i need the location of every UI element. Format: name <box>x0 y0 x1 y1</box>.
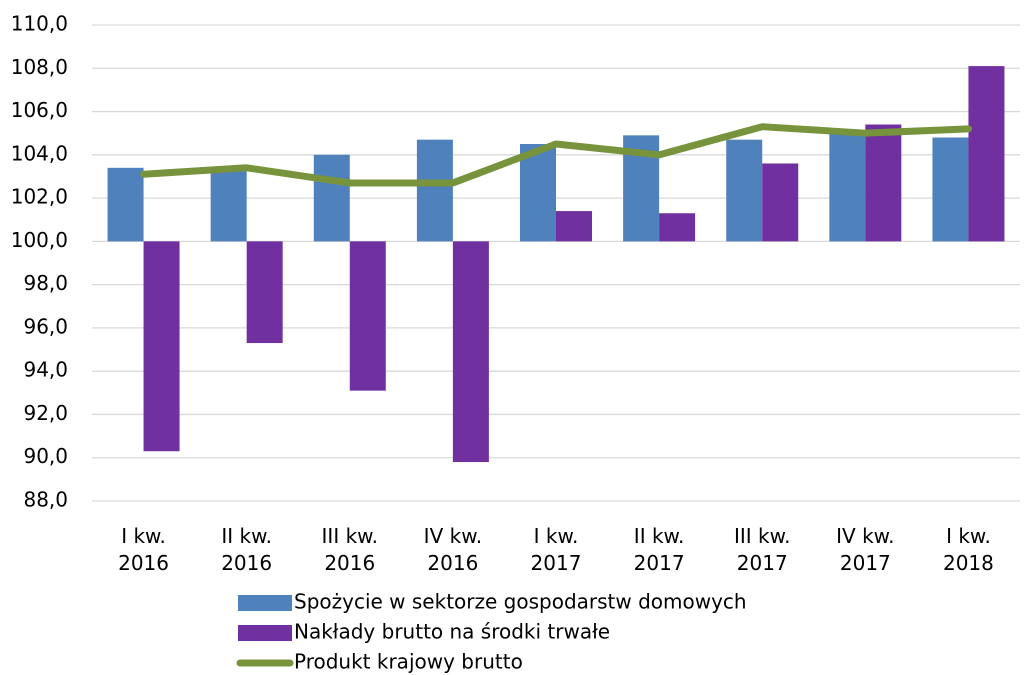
x-tick-label-line: IV kw. <box>836 524 894 548</box>
x-tick-label: III kw. 2016 <box>322 524 379 575</box>
bar <box>313 154 350 242</box>
x-tick-label-line: 2016 <box>221 551 272 575</box>
x-tick-label-line: 2017 <box>634 551 685 575</box>
x-tick-label-line: II kw. <box>634 524 685 548</box>
y-tick-label: 102,0 <box>11 185 68 209</box>
x-tick-label: I kw. 2016 <box>118 524 169 575</box>
bar <box>349 241 386 391</box>
y-tick-label: 110,0 <box>11 12 68 36</box>
y-tick-label: 98,0 <box>23 271 68 295</box>
legend-swatch <box>238 625 292 641</box>
legend-label: Produkt krajowy brutto <box>294 650 523 674</box>
x-tick-label-line: I kw. <box>534 524 579 548</box>
bar <box>829 133 866 242</box>
x-tick-label-line: 2017 <box>840 551 891 575</box>
x-tick-label-line: II kw. <box>221 524 272 548</box>
bar <box>556 211 592 242</box>
legend-label: Nakłady brutto na środki trwałe <box>294 620 610 644</box>
y-tick-label: 90,0 <box>23 444 68 468</box>
bar <box>143 241 180 452</box>
x-tick-label: I kw. 2018 <box>943 524 994 575</box>
x-tick-label-line: III kw. <box>322 524 379 548</box>
bar <box>246 241 283 344</box>
bar <box>452 241 489 463</box>
bar <box>416 139 453 242</box>
bar <box>968 66 1005 242</box>
x-tick-label: IV kw. 2016 <box>424 524 482 575</box>
x-tick-label-line: 2018 <box>943 551 994 575</box>
legend-label: Spożycie w sektorze gospodarstw domowych <box>294 590 747 614</box>
y-tick-label: 88,0 <box>23 488 68 512</box>
y-tick-label: 94,0 <box>23 358 68 382</box>
bar <box>726 139 763 242</box>
x-tick-label: II kw. 2017 <box>634 524 685 575</box>
bar <box>210 169 247 242</box>
legend-swatch <box>238 595 292 611</box>
bar <box>762 163 799 242</box>
y-tick-label: 106,0 <box>11 98 68 122</box>
bar <box>520 144 556 242</box>
x-tick-label-line: 2017 <box>531 551 582 575</box>
x-tick-label-line: I kw. <box>121 524 166 548</box>
y-tick-label: 96,0 <box>23 314 68 338</box>
y-tick-label: 100,0 <box>11 228 68 252</box>
x-tick-label-line: I kw. <box>946 524 991 548</box>
x-tick-label: I kw. 2017 <box>531 524 582 575</box>
bar <box>659 213 696 242</box>
bar <box>107 167 144 242</box>
x-tick-label-line: IV kw. <box>424 524 482 548</box>
x-tick-label: III kw. 2017 <box>734 524 791 575</box>
bar <box>865 124 902 242</box>
bar <box>932 137 969 242</box>
x-tick-label: II kw. 2016 <box>221 524 272 575</box>
y-tick-label: 92,0 <box>23 401 68 425</box>
x-tick-label-line: III kw. <box>734 524 791 548</box>
x-tick-label-line: 2016 <box>427 551 478 575</box>
y-tick-label: 108,0 <box>11 55 68 79</box>
x-tick-label-line: 2017 <box>737 551 788 575</box>
x-tick-label-line: 2016 <box>324 551 375 575</box>
x-tick-label: IV kw. 2017 <box>836 524 894 575</box>
line <box>140 123 972 187</box>
x-tick-label-line: 2016 <box>118 551 169 575</box>
y-tick-label: 104,0 <box>11 141 68 165</box>
